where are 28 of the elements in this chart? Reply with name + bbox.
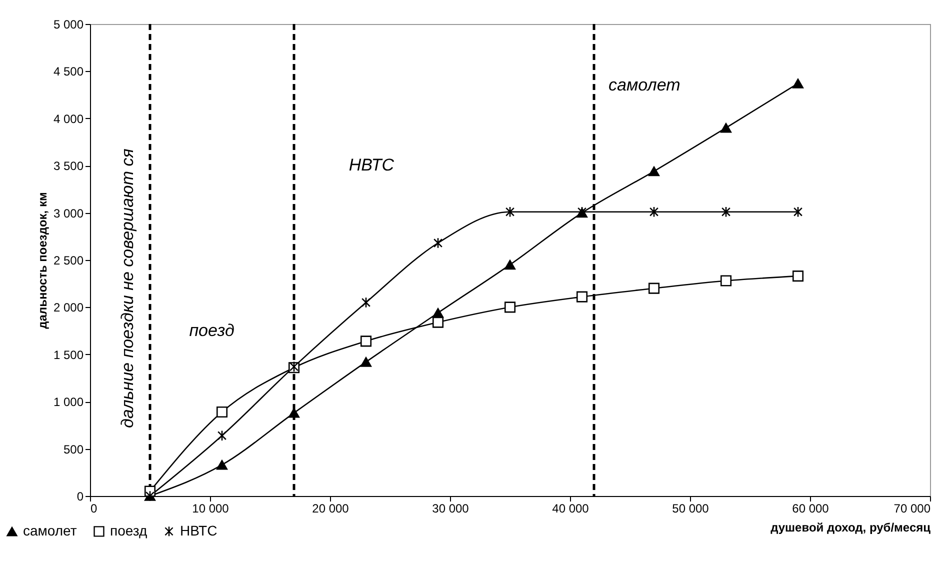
y-tick-label: 4 500	[53, 64, 84, 79]
y-tick-label: 500	[63, 442, 84, 456]
legend-label: самолет	[23, 522, 78, 538]
y-tick-label: 0	[76, 490, 84, 504]
y-tick-label: 4 000	[53, 112, 84, 126]
legend-label: НВТС	[180, 522, 218, 538]
y-tick-label: 2 500	[53, 254, 84, 268]
y-tick-label: 1 500	[53, 348, 84, 362]
annotation: НВТС	[348, 156, 395, 175]
x-tick-label: 70 000	[894, 502, 931, 516]
x-tick-label: 60 000	[792, 502, 830, 516]
annotation: поезд	[189, 320, 234, 340]
x-tick-label: 40 000	[552, 502, 590, 516]
legend-label: поезд	[110, 522, 148, 538]
x-tick-label: 30 000	[432, 502, 470, 516]
x-tick-label: 0	[90, 502, 98, 516]
x-tick-label: 10 000	[192, 502, 230, 516]
y-tick-label: 1 000	[53, 395, 84, 410]
annotation: дальние поездки не совершают ся	[118, 148, 137, 428]
y-tick-label: 3 000	[53, 206, 84, 220]
x-axis-title: душевой доход, руб/месяц	[770, 520, 932, 534]
x-tick-label: 50 000	[672, 502, 710, 516]
y-tick-label: 5 000	[53, 18, 84, 32]
x-tick-label: 20 000	[312, 502, 350, 516]
annotation: самолет	[608, 75, 680, 94]
y-axis-title: дальность поездок, км	[35, 192, 50, 329]
y-tick-label: 2 000	[53, 300, 84, 315]
y-tick-label: 3 500	[53, 159, 84, 174]
